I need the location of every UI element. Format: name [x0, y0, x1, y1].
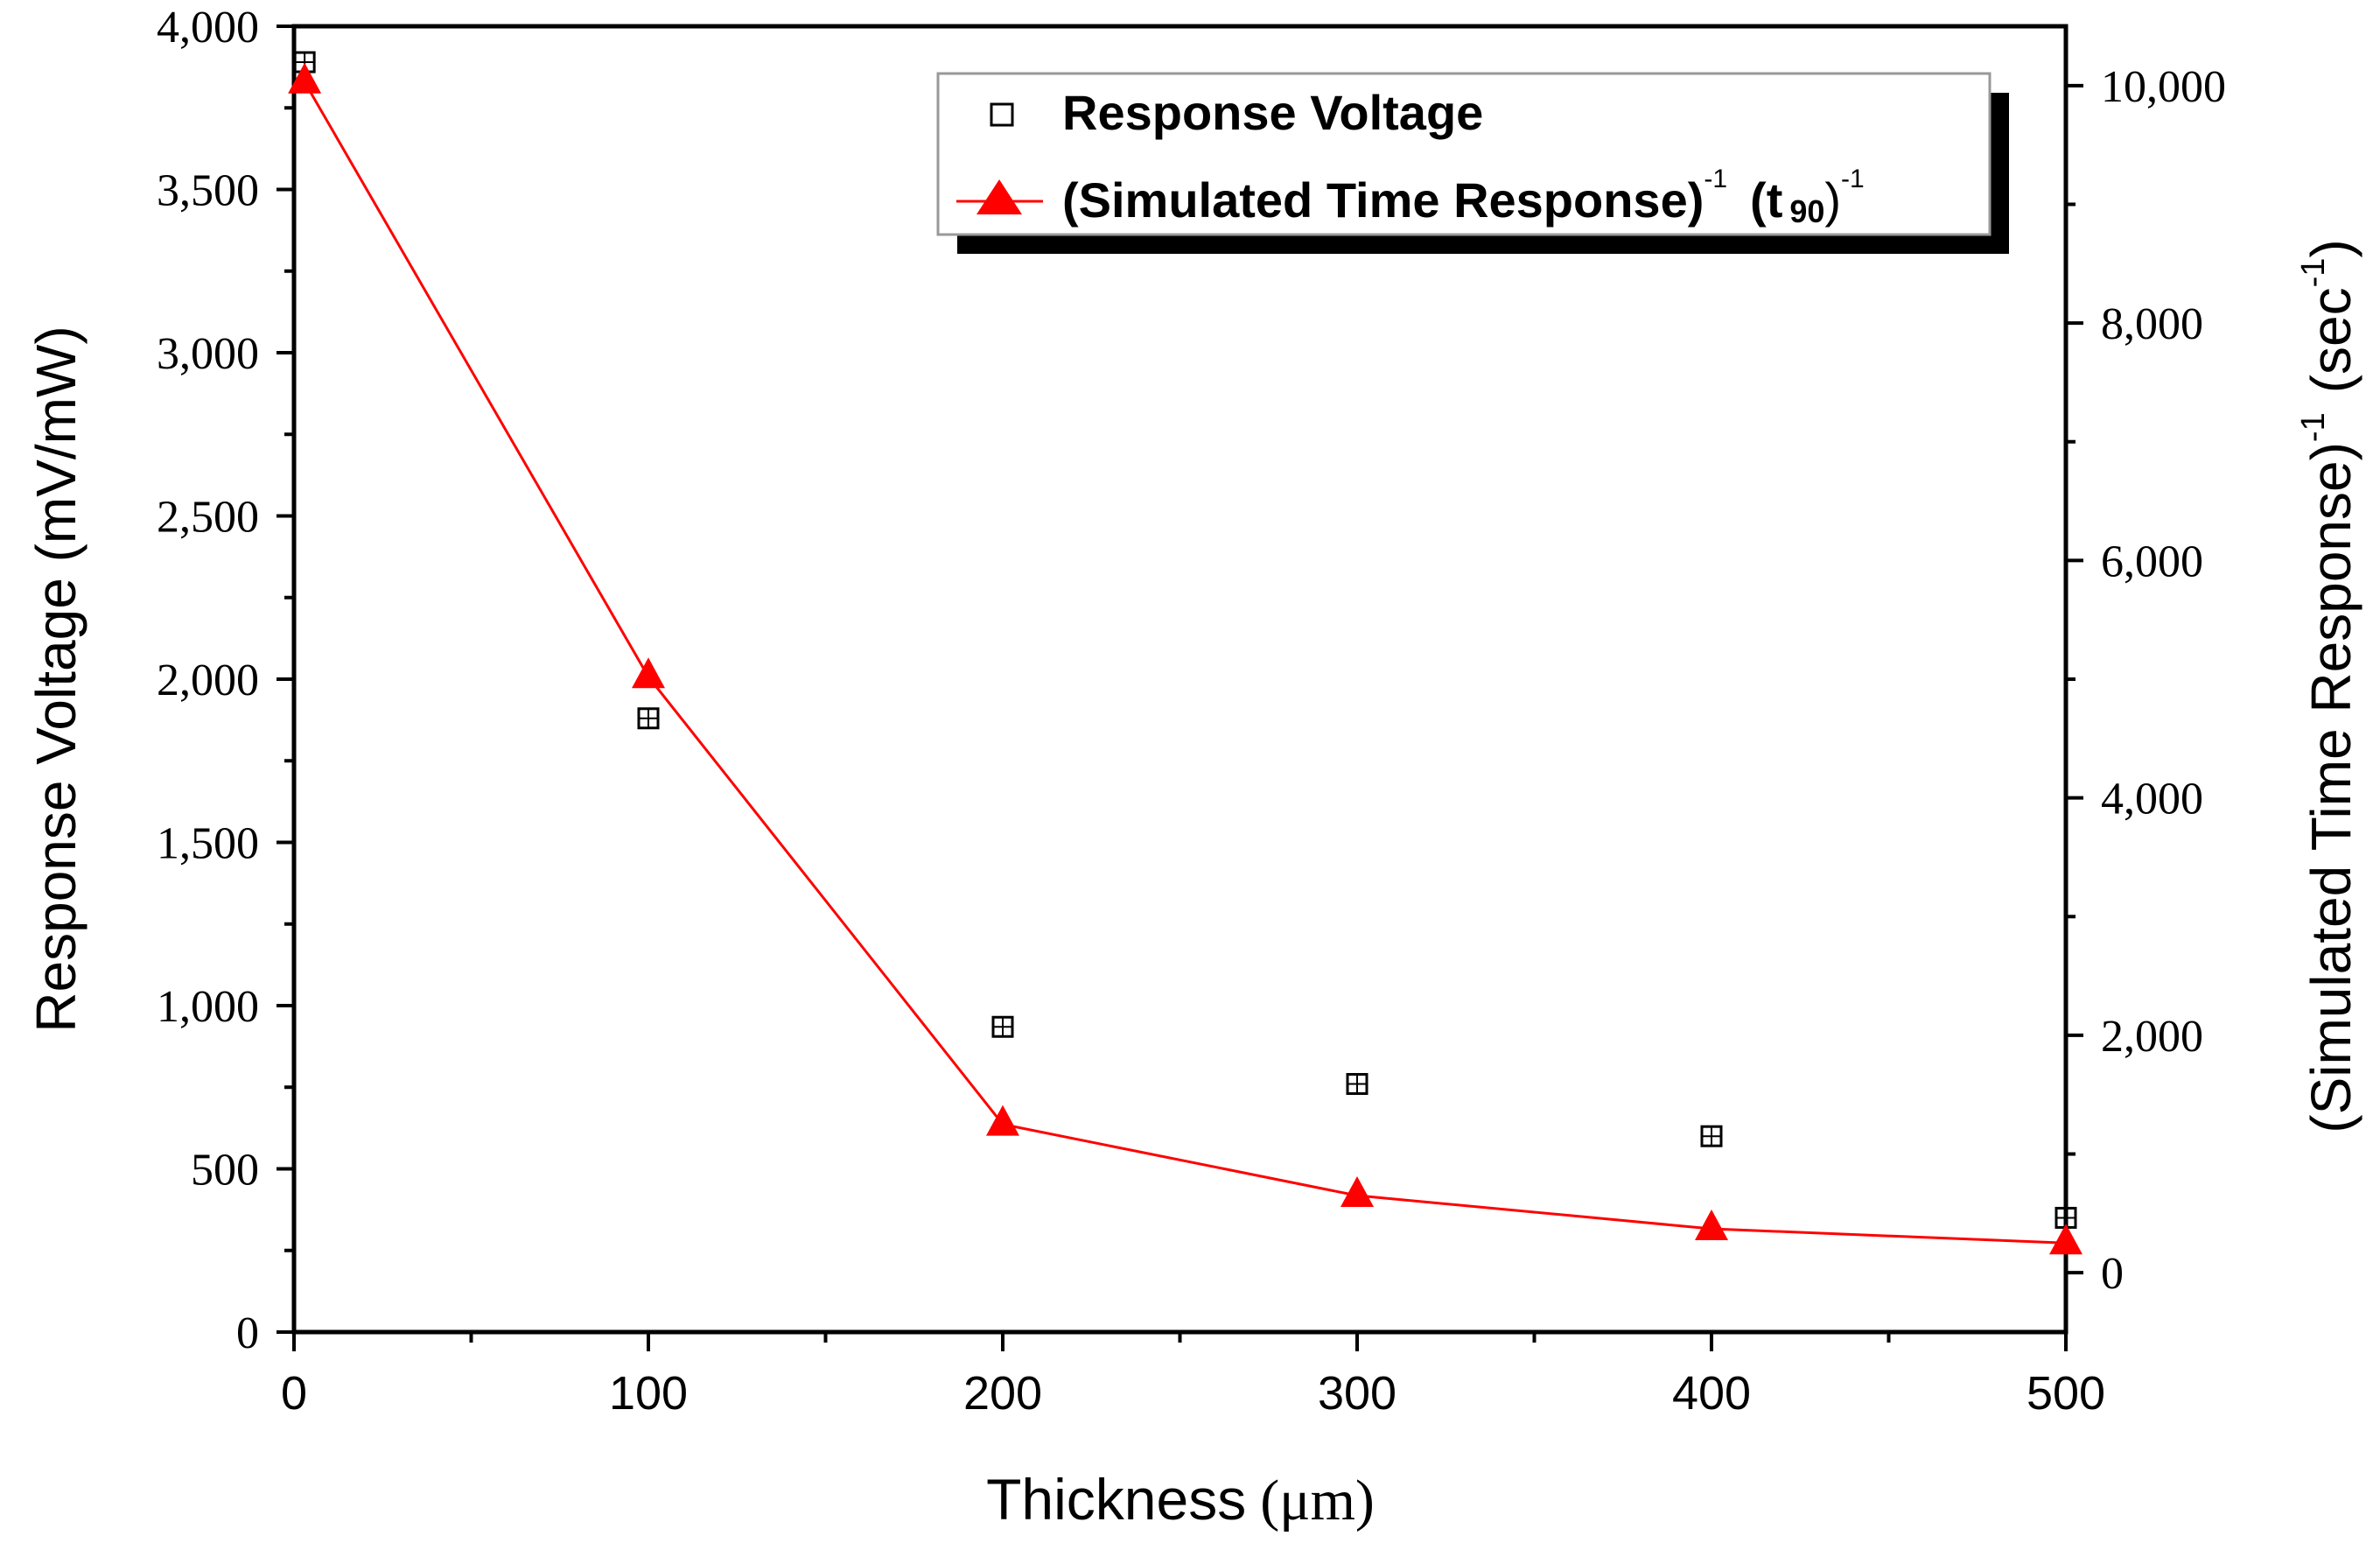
response-voltage-point — [637, 707, 660, 730]
response-voltage-point — [991, 1015, 1014, 1038]
y2-axis-label-close: ) — [2300, 239, 2362, 257]
legend-box — [936, 72, 1992, 236]
legend-entry-sub: 90 — [1789, 193, 1824, 229]
y-tick-label: 1,500 — [157, 819, 259, 869]
x-tick-label: 0 — [281, 1367, 307, 1420]
y-axis-ticks: 0 500 1,000 1,500 2,000 2,500 3,000 3,500 4,000 — [157, 3, 294, 1358]
y-tick-label: 4,000 — [157, 3, 259, 53]
time-response-point — [288, 62, 322, 94]
y-tick-label: 3,000 — [157, 329, 259, 379]
y2-axis-label-unit-sup: -1 — [2295, 258, 2332, 288]
y-tick-label: 500 — [191, 1146, 259, 1196]
x-axis-label-unit: (μm) — [1260, 1469, 1375, 1532]
x-tick-label: 100 — [609, 1367, 688, 1420]
time-response-point — [1340, 1176, 1374, 1208]
x-axis-label: Thickness (μm) — [986, 1467, 1375, 1532]
y-axis-label: Response Voltage (mV/mW) — [24, 326, 88, 1032]
y-tick-label: 2,500 — [157, 493, 259, 543]
legend-entry-response-voltage: Response Voltage — [1062, 85, 1483, 140]
series-line-layer — [303, 81, 2067, 1245]
x-tick-label: 300 — [1318, 1367, 1396, 1420]
y2-axis-label: (Simulated Time Response)-1(sec-1) — [2295, 239, 2362, 1133]
legend: Response Voltage (Simulated Time Respons… — [936, 72, 2009, 254]
legend-entry-sup2: -1 — [1841, 165, 1865, 193]
response-voltage-point — [1700, 1125, 1723, 1147]
x-tick-label: 500 — [2026, 1367, 2105, 1420]
legend-entry-sup1: -1 — [1704, 165, 1727, 193]
legend-square-marker — [990, 102, 1014, 127]
x-tick-label: 200 — [963, 1367, 1042, 1420]
y2-tick-label: 2,000 — [2101, 1012, 2203, 1062]
response-voltage-point — [1346, 1073, 1368, 1096]
legend-entry-t: (t — [1750, 172, 1782, 228]
series-marker-layer — [288, 51, 2082, 1255]
y-tick-label: 1,000 — [157, 982, 259, 1032]
y2-tick-label: 8,000 — [2101, 299, 2203, 349]
y2-axis-label-sup: -1 — [2295, 412, 2332, 442]
y-tick-label: 0 — [236, 1308, 259, 1358]
time-response-point — [1695, 1209, 1728, 1240]
y2-axis-label-base: (Simulated Time Response) — [2300, 442, 2362, 1133]
legend-entry-time-response-main: (Simulated Time Response) — [1062, 172, 1704, 228]
series-line-time-response — [303, 81, 2067, 1245]
x-tick-label: 400 — [1672, 1367, 1751, 1420]
x-axis-label-text: Thickness — [986, 1467, 1246, 1532]
y2-tick-label: 4,000 — [2101, 775, 2203, 824]
legend-entry-close: ) — [1824, 172, 1841, 228]
y-tick-label: 3,500 — [157, 166, 259, 216]
y2-axis-ticks: 0 2,000 4,000 6,000 8,000 10,000 — [2066, 62, 2226, 1299]
y2-tick-label: 10,000 — [2101, 62, 2226, 112]
time-response-point — [632, 657, 665, 689]
y-tick-label: 2,000 — [157, 656, 259, 705]
x-axis-ticks: 0 100 200 300 400 500 — [281, 1332, 2105, 1420]
y2-tick-label: 0 — [2101, 1249, 2124, 1299]
time-response-point — [2049, 1224, 2082, 1255]
legend-triangle-marker — [976, 179, 1022, 214]
y2-tick-label: 6,000 — [2101, 537, 2203, 586]
y2-axis-label-unit: (sec — [2300, 287, 2362, 393]
legend-entry-time-response: (Simulated Time Response)-1 (t 90)-1 — [1062, 165, 1865, 229]
time-response-point — [986, 1105, 1019, 1136]
